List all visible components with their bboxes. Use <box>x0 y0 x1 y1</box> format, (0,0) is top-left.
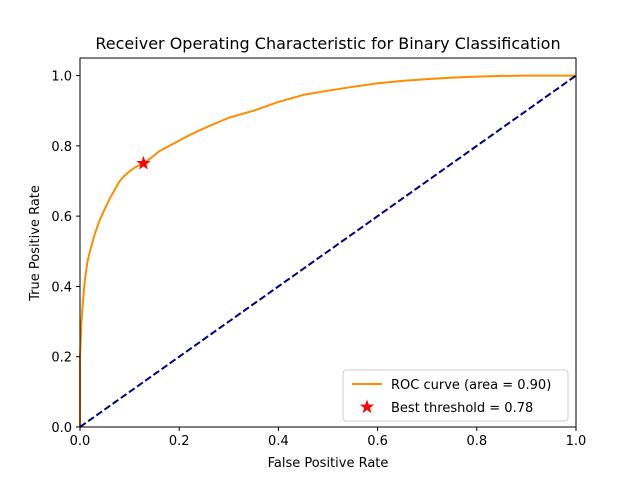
roc-curve-line <box>79 74 576 427</box>
x-tick-label: 0.4 <box>268 434 289 449</box>
chance-diagonal-line <box>79 74 577 428</box>
y-tick-label: 0.2 <box>51 351 72 366</box>
legend-roc-label: ROC curve (area = 0.90) <box>391 378 551 393</box>
y-tick-label: 0.0 <box>51 421 72 436</box>
y-axis-label: True Positive Rate <box>28 185 43 302</box>
y-tick-label: 0.4 <box>51 280 72 295</box>
chart-title: Receiver Operating Characteristic for Bi… <box>95 34 560 53</box>
y-tick-label: 1.0 <box>51 70 72 85</box>
legend-star-icon <box>359 399 375 414</box>
plot-area: 0.0 0.2 0.4 0.6 0.8 1.0 0.0 0.2 0.4 0.6 0.8 1.0 <box>51 57 587 449</box>
y-tick-label: 0.6 <box>51 210 72 225</box>
x-tick-label: 0.6 <box>367 434 388 449</box>
legend-threshold-label: Best threshold = 0.78 <box>391 401 533 416</box>
legend: ROC curve (area = 0.90) Best threshold =… <box>342 369 569 422</box>
x-tick-label: 1.0 <box>566 434 587 449</box>
axes-frame <box>79 57 577 428</box>
x-axis-label: False Positive Rate <box>268 456 389 471</box>
x-tick-label: 0.8 <box>466 434 487 449</box>
x-tick-label: 0.0 <box>70 434 91 449</box>
x-tick-label: 0.2 <box>169 434 190 449</box>
best-threshold-star <box>136 155 151 170</box>
legend-frame <box>342 369 569 422</box>
y-tick-label: 0.8 <box>51 140 72 155</box>
